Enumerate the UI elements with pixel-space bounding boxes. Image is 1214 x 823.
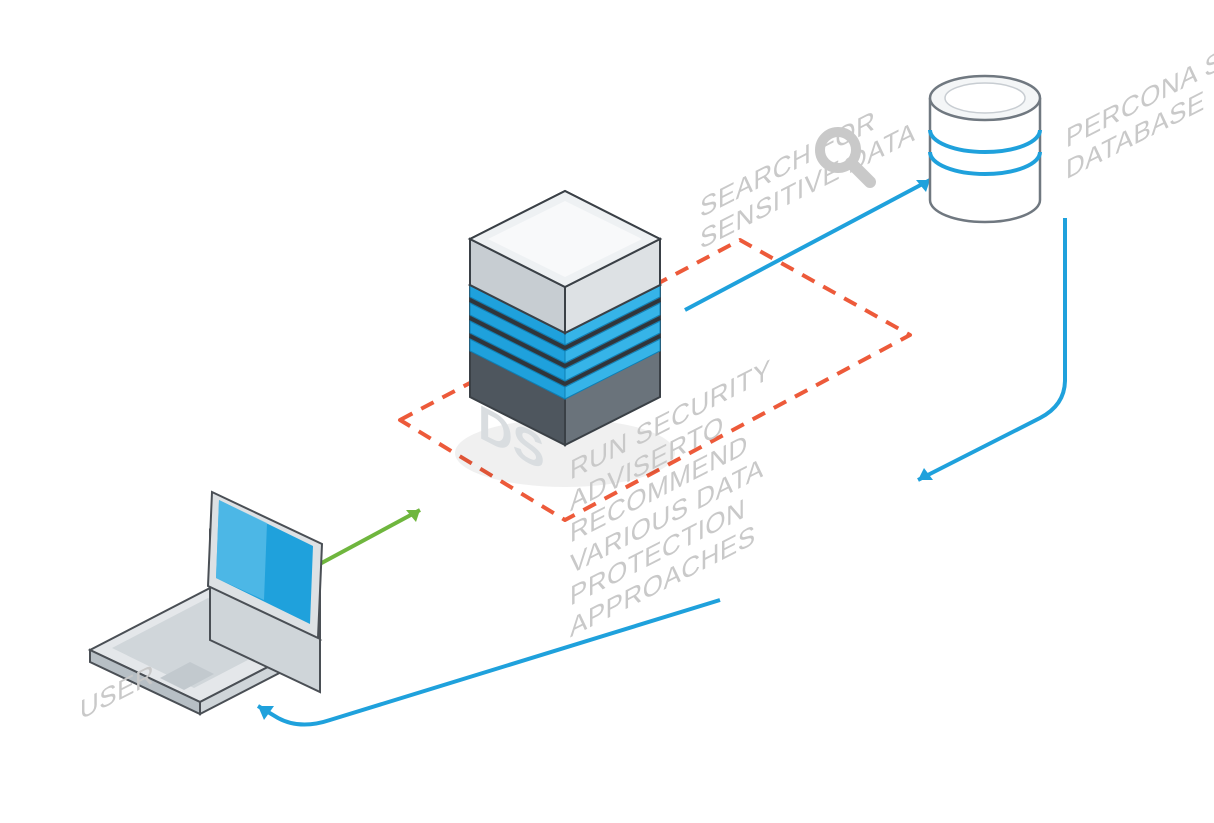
arrow-box-to-user [258,600,720,725]
database-label: PERCONA SERVER MYSQL DATABASE [1066,0,1214,185]
search-annotation: SEARCH FOR SENSITIVE DATA [700,83,915,255]
architecture-diagram: USER [0,0,1214,823]
arrow-database-to-box [918,218,1065,480]
database-icon [930,76,1040,222]
